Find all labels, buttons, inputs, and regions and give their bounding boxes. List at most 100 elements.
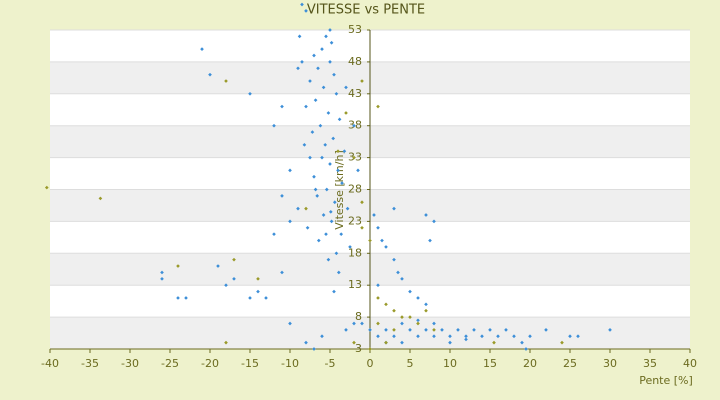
point — [334, 251, 339, 256]
point — [376, 283, 380, 288]
point — [224, 283, 228, 288]
point — [200, 47, 204, 51]
point — [376, 321, 380, 326]
point — [224, 79, 228, 83]
point — [504, 328, 508, 332]
x-tick-label: 35 — [643, 357, 657, 370]
point — [326, 111, 331, 115]
point — [384, 245, 388, 249]
point — [368, 328, 372, 332]
point — [321, 213, 326, 217]
y-tick-label: 23 — [348, 214, 362, 227]
point — [340, 181, 344, 185]
point — [288, 321, 292, 326]
point — [323, 143, 328, 147]
point — [360, 225, 364, 230]
point — [334, 91, 339, 96]
point — [400, 321, 404, 326]
point — [324, 232, 328, 236]
point — [348, 245, 352, 249]
point — [256, 289, 260, 294]
point — [339, 232, 344, 236]
point — [316, 238, 321, 243]
point — [384, 340, 388, 345]
point — [300, 2, 304, 7]
point — [296, 206, 300, 211]
point — [368, 347, 372, 351]
point — [432, 328, 436, 332]
point — [376, 334, 380, 339]
point — [384, 328, 388, 332]
point — [324, 187, 329, 192]
point — [408, 328, 412, 332]
point — [384, 302, 388, 307]
point — [160, 270, 164, 275]
point — [560, 340, 564, 345]
point — [332, 289, 336, 294]
point — [352, 155, 356, 160]
chart-title: VITESSE vs PENTE — [307, 3, 425, 18]
point — [416, 334, 420, 339]
x-tick-label: -25 — [161, 357, 179, 370]
point — [337, 117, 342, 122]
x-tick-label: -10 — [281, 357, 299, 370]
point — [464, 334, 468, 339]
point — [44, 185, 49, 190]
point — [416, 321, 420, 326]
point — [300, 60, 304, 64]
point — [376, 225, 380, 230]
point — [344, 111, 348, 115]
x-tick-label: -40 — [41, 357, 59, 370]
y-tick-label: 8 — [355, 310, 362, 323]
point — [568, 334, 572, 339]
point — [424, 302, 428, 307]
point — [326, 257, 331, 262]
x-tick-label: 15 — [483, 357, 497, 370]
x-tick-label: -30 — [121, 357, 139, 370]
point — [288, 168, 292, 173]
point — [408, 315, 412, 319]
point — [280, 270, 284, 275]
point — [424, 328, 428, 332]
point — [464, 337, 468, 342]
x-tick-label: 10 — [443, 357, 457, 370]
x-tick-label: 0 — [367, 357, 374, 370]
point — [272, 232, 276, 236]
point — [432, 321, 436, 326]
point — [360, 79, 364, 83]
x-tick-label: 25 — [563, 357, 577, 370]
point — [392, 257, 396, 262]
point — [248, 296, 252, 300]
point — [321, 85, 326, 90]
point — [315, 194, 320, 198]
point — [304, 206, 308, 211]
point — [608, 328, 612, 332]
point — [344, 328, 348, 332]
point — [480, 334, 484, 339]
point — [98, 196, 103, 201]
point — [331, 136, 336, 141]
point — [448, 334, 452, 339]
point — [308, 79, 312, 83]
point — [368, 238, 372, 243]
point — [345, 206, 350, 211]
point — [376, 296, 380, 300]
point — [176, 296, 180, 300]
point — [256, 276, 260, 281]
x-tick-label: 20 — [523, 357, 537, 370]
point — [264, 296, 268, 300]
point — [328, 162, 332, 166]
point — [208, 72, 212, 77]
point — [297, 34, 302, 39]
y-tick-label: 48 — [348, 55, 362, 68]
point — [329, 40, 334, 45]
point — [428, 238, 432, 243]
point — [184, 296, 188, 300]
point — [544, 328, 548, 332]
point — [424, 213, 428, 217]
point — [492, 340, 496, 345]
point — [456, 328, 460, 332]
x-tick-label: -5 — [325, 357, 336, 370]
